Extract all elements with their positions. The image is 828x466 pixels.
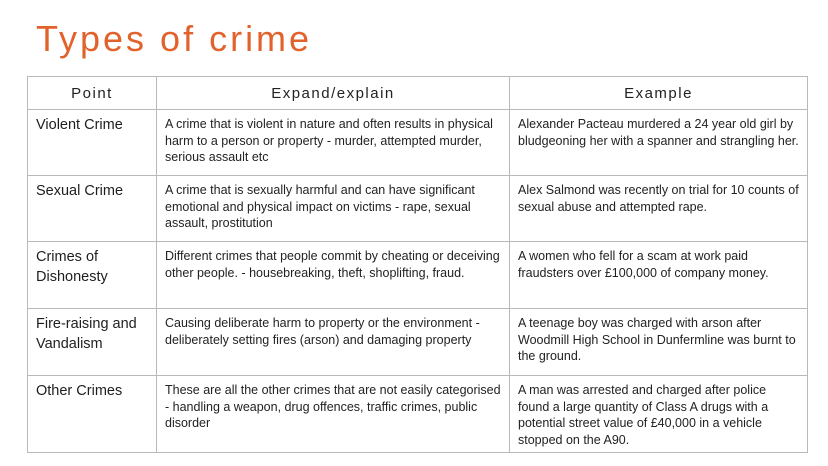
explain-cell: Causing deliberate harm to property or t… xyxy=(156,308,510,376)
table-header-row: Point Expand/explain Example xyxy=(27,76,808,110)
point-cell: Other Crimes xyxy=(27,375,157,453)
table-row: Crimes of Dishonesty Different crimes th… xyxy=(27,241,808,309)
point-cell: Sexual Crime xyxy=(27,175,157,242)
point-cell: Fire-raising and Vandalism xyxy=(27,308,157,376)
explain-cell: A crime that is violent in nature and of… xyxy=(156,109,510,176)
example-cell: Alex Salmond was recently on trial for 1… xyxy=(509,175,808,242)
table-row: Other Crimes These are all the other cri… xyxy=(27,375,808,453)
explain-cell: These are all the other crimes that are … xyxy=(156,375,510,453)
example-cell: A man was arrested and charged after pol… xyxy=(509,375,808,453)
example-cell: A teenage boy was charged with arson aft… xyxy=(509,308,808,376)
table-row: Fire-raising and Vandalism Causing delib… xyxy=(27,308,808,376)
example-cell: A women who fell for a scam at work paid… xyxy=(509,241,808,309)
explain-cell: Different crimes that people commit by c… xyxy=(156,241,510,309)
page-title: Types of crime xyxy=(36,18,313,59)
header-example: Example xyxy=(509,76,808,110)
crime-types-table: Point Expand/explain Example Violent Cri… xyxy=(27,76,808,453)
point-cell: Crimes of Dishonesty xyxy=(27,241,157,309)
point-cell: Violent Crime xyxy=(27,109,157,176)
header-expand-explain: Expand/explain xyxy=(156,76,510,110)
table-row: Violent Crime A crime that is violent in… xyxy=(27,109,808,176)
explain-cell: A crime that is sexually harmful and can… xyxy=(156,175,510,242)
example-cell: Alexander Pacteau murdered a 24 year old… xyxy=(509,109,808,176)
table-row: Sexual Crime A crime that is sexually ha… xyxy=(27,175,808,242)
header-point: Point xyxy=(27,76,157,110)
